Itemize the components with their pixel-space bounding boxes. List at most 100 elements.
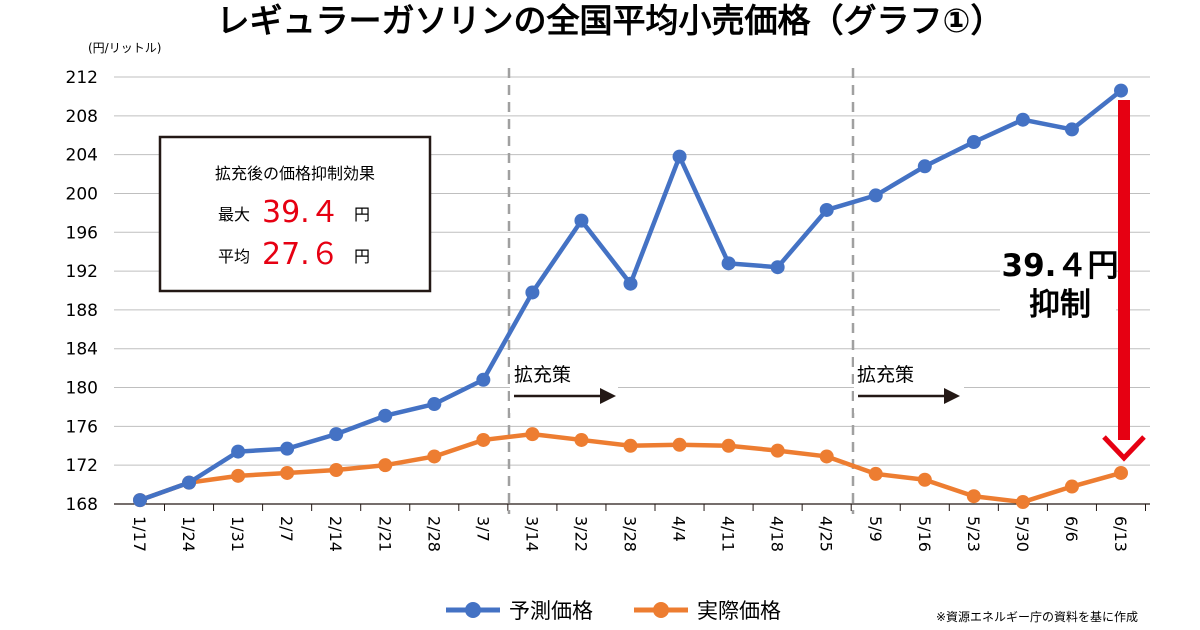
data-point: [721, 256, 736, 271]
data-point: [819, 202, 834, 217]
legend: 予測価格 実際価格: [446, 599, 781, 623]
suppression-label-text: 抑制: [1029, 287, 1091, 323]
data-point: [574, 432, 589, 447]
data-point: [280, 465, 295, 480]
data-point: [1114, 465, 1128, 480]
legend-label-actual: 実際価格: [697, 599, 781, 623]
y-tick-label: 204: [66, 146, 98, 166]
data-point: [623, 276, 638, 291]
data-point: [476, 372, 491, 387]
data-point: [868, 188, 883, 203]
data-point: [770, 260, 785, 275]
data-point: [1015, 112, 1030, 127]
x-tick-label: 6/13: [1111, 516, 1130, 552]
strategy-arrow-1: [514, 388, 616, 404]
data-point: [623, 438, 638, 453]
y-axis-ticks: 212 208 204 200 196 192 188 184 180 176 172 168: [66, 68, 98, 515]
y-unit-label: (円/リットル): [88, 41, 161, 55]
data-point: [525, 427, 540, 442]
x-tick-label: 1/31: [228, 516, 247, 552]
x-tick-label: 5/16: [915, 516, 934, 552]
effect-avg-value: 27.６: [262, 237, 340, 272]
y-tick-label: 196: [66, 223, 98, 243]
data-point: [378, 408, 393, 423]
effect-max-label: 最大: [218, 205, 250, 224]
data-point: [329, 463, 344, 478]
effect-max-value: 39.４: [262, 195, 340, 230]
effect-box-title: 拡充後の価格抑制効果: [215, 164, 375, 183]
x-tick-label: 2/14: [326, 516, 345, 552]
x-tick-label: 2/21: [375, 516, 394, 552]
strategy-label-2: 拡充策: [857, 364, 914, 386]
data-point: [672, 437, 687, 452]
data-point: [231, 444, 246, 459]
legend-item-forecast: 予測価格: [446, 599, 593, 623]
chart-title: レギュラーガソリンの全国平均小売価格（グラフ①）: [217, 1, 1004, 40]
x-tick-label: 5/23: [964, 516, 983, 552]
effect-avg-label: 平均: [218, 247, 250, 266]
legend-item-actual: 実際価格: [634, 599, 781, 623]
data-point: [1064, 122, 1079, 137]
x-tick-label: 4/18: [768, 516, 787, 552]
data-point: [966, 135, 981, 150]
x-axis-ticks: 1/17 1/24 1/31 2/7 2/14 2/21 2/28 3/7 3/14 3/22 3/…: [130, 504, 1146, 552]
legend-label-forecast: 予測価格: [509, 599, 593, 623]
x-tick-label: 6/6: [1062, 516, 1081, 542]
data-point: [1064, 479, 1079, 494]
y-tick-label: 212: [66, 68, 98, 88]
data-point: [1015, 495, 1030, 510]
x-tick-label: 1/17: [130, 516, 149, 552]
data-point: [868, 466, 883, 481]
y-tick-label: 188: [66, 301, 98, 321]
data-point: [427, 397, 442, 412]
x-tick-label: 3/22: [571, 516, 590, 552]
x-tick-label: 4/4: [670, 516, 689, 542]
y-tick-label: 176: [66, 417, 98, 437]
y-tick-label: 200: [66, 184, 98, 204]
data-point: [476, 432, 491, 447]
y-tick-label: 180: [66, 379, 98, 399]
data-point: [378, 458, 393, 473]
data-point: [917, 472, 932, 487]
x-tick-label: 5/9: [866, 516, 885, 542]
x-tick-label: 1/24: [179, 516, 198, 552]
source-note: ※資源エネルギー庁の資料を基に作成: [936, 610, 1138, 624]
x-tick-label: 4/11: [719, 516, 738, 552]
y-tick-label: 184: [66, 340, 98, 360]
data-point: [574, 213, 589, 228]
y-tick-label: 168: [66, 495, 98, 515]
x-tick-label: 2/7: [277, 516, 296, 542]
data-point: [231, 468, 246, 483]
x-tick-label: 5/30: [1013, 516, 1032, 552]
data-point: [329, 427, 344, 442]
x-tick-label: 3/14: [522, 516, 541, 552]
series-layer: [133, 83, 1128, 510]
data-point: [917, 159, 932, 174]
effect-max-yen: 円: [354, 205, 370, 224]
strategy-arrow-2: [858, 388, 960, 404]
data-point: [280, 441, 295, 456]
data-point: [721, 438, 736, 453]
series-forecast: [133, 83, 1128, 508]
x-tick-label: 3/28: [621, 516, 640, 552]
data-point: [819, 449, 834, 464]
data-point: [133, 493, 147, 508]
data-point: [525, 285, 540, 300]
data-point: [966, 489, 981, 504]
data-point: [182, 475, 197, 490]
x-tick-label: 3/7: [473, 516, 492, 542]
effect-box: 拡充後の価格抑制効果 最大 39.４ 円 平均 27.６ 円: [158, 135, 432, 293]
suppression-arrow: [1102, 100, 1146, 462]
y-tick-label: 172: [66, 456, 98, 476]
strategy-label-1: 拡充策: [514, 364, 571, 386]
series-actual: [133, 427, 1128, 510]
effect-avg-yen: 円: [354, 247, 370, 266]
data-point: [770, 443, 785, 458]
x-tick-label: 2/28: [424, 516, 443, 552]
y-tick-label: 192: [66, 262, 98, 282]
data-point: [427, 449, 442, 464]
data-point: [672, 149, 687, 164]
suppression-label-amount: 39.４円: [1002, 248, 1119, 284]
x-tick-label: 4/25: [817, 516, 836, 552]
